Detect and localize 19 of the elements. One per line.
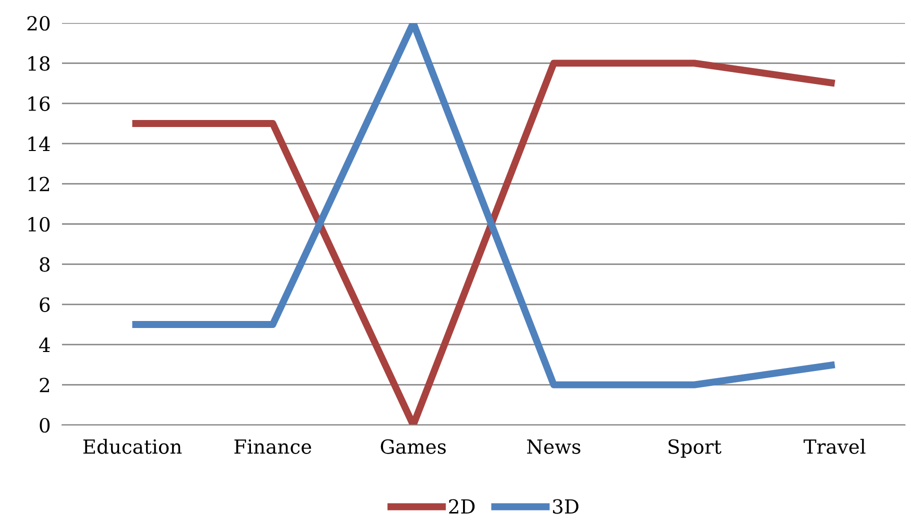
- x-tick-label: News: [527, 439, 580, 454]
- x-tick-label: Education: [83, 438, 182, 454]
- y-tick-label: 18: [28, 56, 50, 71]
- y-tick-label: 0: [40, 418, 50, 433]
- y-tick-label: 14: [28, 136, 50, 151]
- y-tick-label: 16: [28, 96, 50, 112]
- legend-label: 2D: [449, 499, 475, 514]
- y-tick-label: 12: [28, 176, 49, 192]
- y-tick-label: 6: [40, 297, 50, 312]
- y-tick-label: 2: [40, 378, 49, 392]
- y-tick-label: 4: [39, 338, 50, 352]
- x-tick-label: Sport: [668, 439, 722, 458]
- y-tick-label: 8: [40, 257, 50, 272]
- y-tick-label: 10: [28, 216, 50, 232]
- legend-label: 3D: [553, 499, 578, 514]
- y-tick-label: 20: [27, 16, 50, 31]
- x-tick-label: Games: [380, 439, 446, 454]
- x-tick-label: Travel: [804, 438, 866, 454]
- x-tick-label: Finance: [234, 439, 312, 454]
